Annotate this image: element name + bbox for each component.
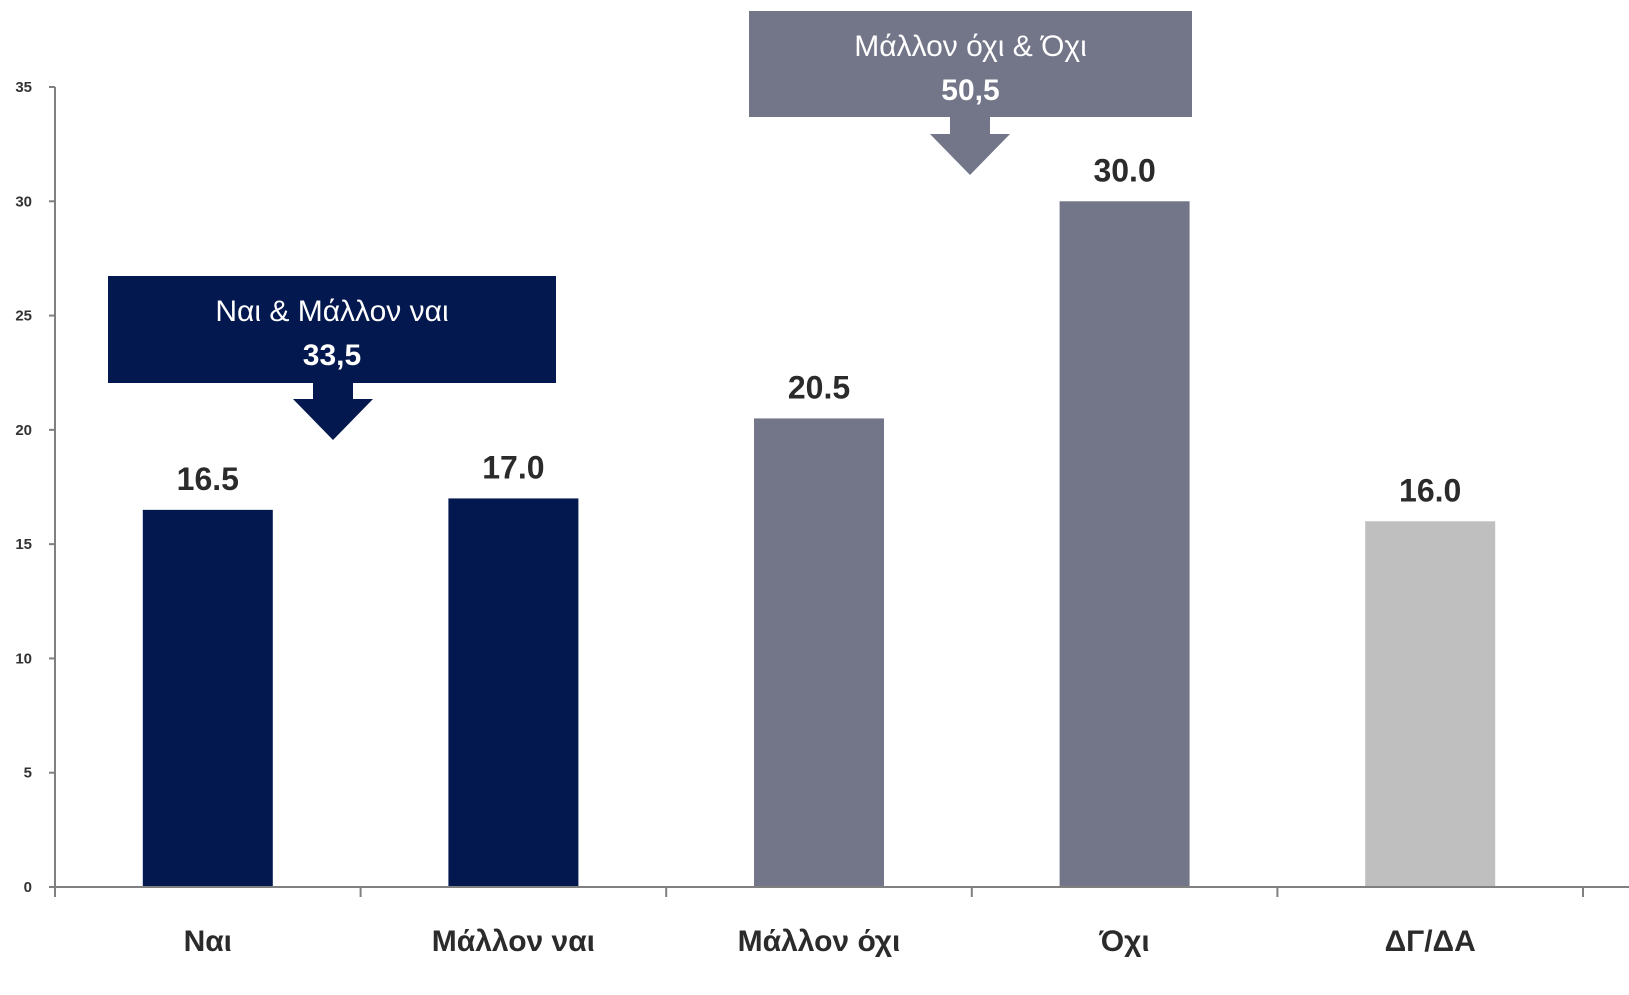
bar: [1060, 201, 1190, 887]
y-tick-label: 35: [15, 79, 32, 96]
category-label: Όχι: [1098, 925, 1149, 958]
bar: [1365, 521, 1495, 887]
callout: Μάλλον όχι & Όχι 50,5: [749, 11, 1192, 175]
y-axis: 0 5 10 15 20 25 30 35: [15, 79, 55, 896]
y-tick-label: 30: [15, 193, 32, 210]
callout-value: 50,5: [941, 74, 999, 107]
value-label: 16.0: [1399, 472, 1461, 508]
category-label: ΔΓ/ΔΑ: [1385, 925, 1476, 958]
y-tick-label: 25: [15, 308, 32, 325]
category-label: Μάλλον ναι: [432, 925, 595, 958]
y-tick-label: 10: [15, 650, 32, 667]
value-label: 17.0: [482, 449, 544, 485]
callout-value: 33,5: [303, 339, 361, 372]
callout: Ναι & Μάλλον ναι 33,5: [108, 276, 556, 440]
callout-label: Μάλλον όχι & Όχι: [854, 30, 1087, 63]
y-tick-label: 0: [24, 879, 32, 896]
value-label: 16.5: [177, 461, 239, 497]
x-axis: Ναι Μάλλον ναι Μάλλον όχι Όχι ΔΓ/ΔΑ: [55, 887, 1629, 958]
y-tick-label: 5: [24, 765, 32, 782]
bar: [754, 418, 884, 887]
down-arrow-icon: [293, 383, 373, 440]
y-tick-label: 15: [15, 536, 32, 553]
value-label: 30.0: [1093, 152, 1155, 188]
callouts: Ναι & Μάλλον ναι 33,5 Μάλλον όχι & Όχι 50,5: [108, 11, 1192, 440]
y-tick-label: 20: [15, 422, 32, 439]
bar: [448, 498, 578, 887]
category-label: Μάλλον όχι: [738, 925, 901, 958]
bars: 16.5 17.0 20.5 30.0 16.0: [143, 152, 1495, 887]
bar: [143, 510, 273, 887]
value-label: 20.5: [788, 369, 850, 405]
category-label: Ναι: [184, 925, 232, 958]
down-arrow-icon: [930, 117, 1010, 175]
callout-label: Ναι & Μάλλον ναι: [215, 295, 448, 328]
